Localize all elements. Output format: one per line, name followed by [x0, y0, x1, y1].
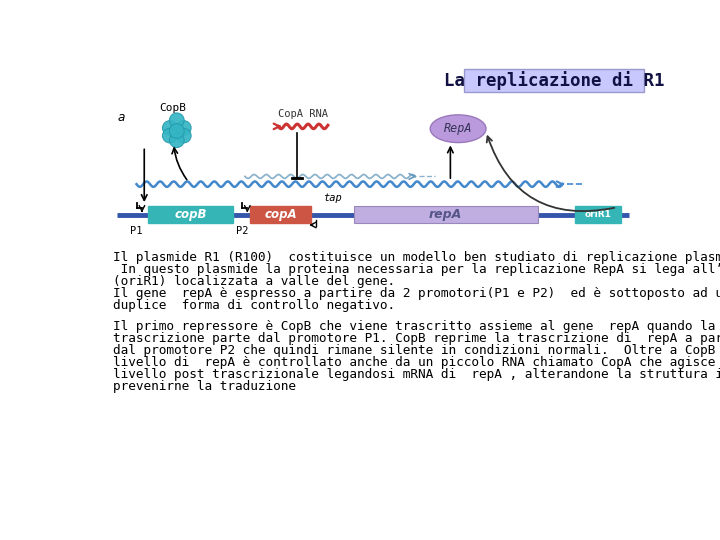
Text: RepA: RepA	[444, 122, 472, 135]
Text: prevenirne la traduzione: prevenirne la traduzione	[113, 380, 296, 393]
Text: P2: P2	[235, 226, 248, 236]
Circle shape	[163, 120, 177, 135]
Text: dal promotore P2 che quindi rimane silente in condizioni normali.  Oltre a CopB : dal promotore P2 che quindi rimane silen…	[113, 344, 720, 357]
Text: copB: copB	[174, 208, 207, 221]
Text: livello di  repA è controllato anche da un piccolo RNA chiamato CopA che agisce : livello di repA è controllato anche da u…	[113, 356, 720, 369]
Text: tap: tap	[323, 193, 342, 202]
Text: Il primo repressore è CopB che viene trascritto assieme al gene  repA quando la: Il primo repressore è CopB che viene tra…	[113, 320, 716, 333]
Text: P1: P1	[130, 226, 143, 236]
Text: copA: copA	[264, 208, 297, 221]
FancyBboxPatch shape	[464, 69, 644, 92]
Circle shape	[169, 133, 184, 147]
Text: a: a	[118, 111, 125, 124]
Text: repA: repA	[429, 208, 462, 221]
FancyArrowPatch shape	[487, 136, 614, 211]
Text: Il plasmide R1 (R100)  costituisce un modello ben studiato di replicazione plasm: Il plasmide R1 (R100) costituisce un mod…	[113, 251, 720, 264]
Bar	[354, 206, 538, 224]
Text: CopA RNA: CopA RNA	[278, 109, 328, 119]
Text: trascrizione parte dal promotore P1. CopB reprime la trascrizione di  repA a par: trascrizione parte dal promotore P1. Cop…	[113, 332, 720, 345]
Text: La replicazione di R1: La replicazione di R1	[444, 71, 665, 90]
Bar	[251, 206, 311, 224]
Text: (oriR1) localizzata a valle del gene.: (oriR1) localizzata a valle del gene.	[113, 275, 395, 288]
Bar	[575, 206, 621, 224]
Circle shape	[169, 113, 184, 127]
Bar	[148, 206, 233, 224]
Circle shape	[176, 120, 191, 135]
Text: In questo plasmide la proteina necessaria per la replicazione RepA si lega all’o: In questo plasmide la proteina necessari…	[113, 263, 720, 276]
Text: livello post trascrizionale legandosi mRNA di  repA , alterandone la struttura i: livello post trascrizionale legandosi mR…	[113, 368, 720, 381]
Text: duplice  forma di controllo negativo.: duplice forma di controllo negativo.	[113, 299, 395, 312]
Text: CopB: CopB	[159, 103, 186, 113]
Text: Il gene  repA è espresso a partire da 2 promotori(P1 e P2)  ed è sottoposto ad u: Il gene repA è espresso a partire da 2 p…	[113, 287, 720, 300]
Ellipse shape	[431, 115, 486, 143]
Circle shape	[169, 124, 184, 138]
Text: oriR1: oriR1	[585, 211, 611, 219]
Circle shape	[176, 129, 191, 143]
Circle shape	[163, 129, 177, 143]
